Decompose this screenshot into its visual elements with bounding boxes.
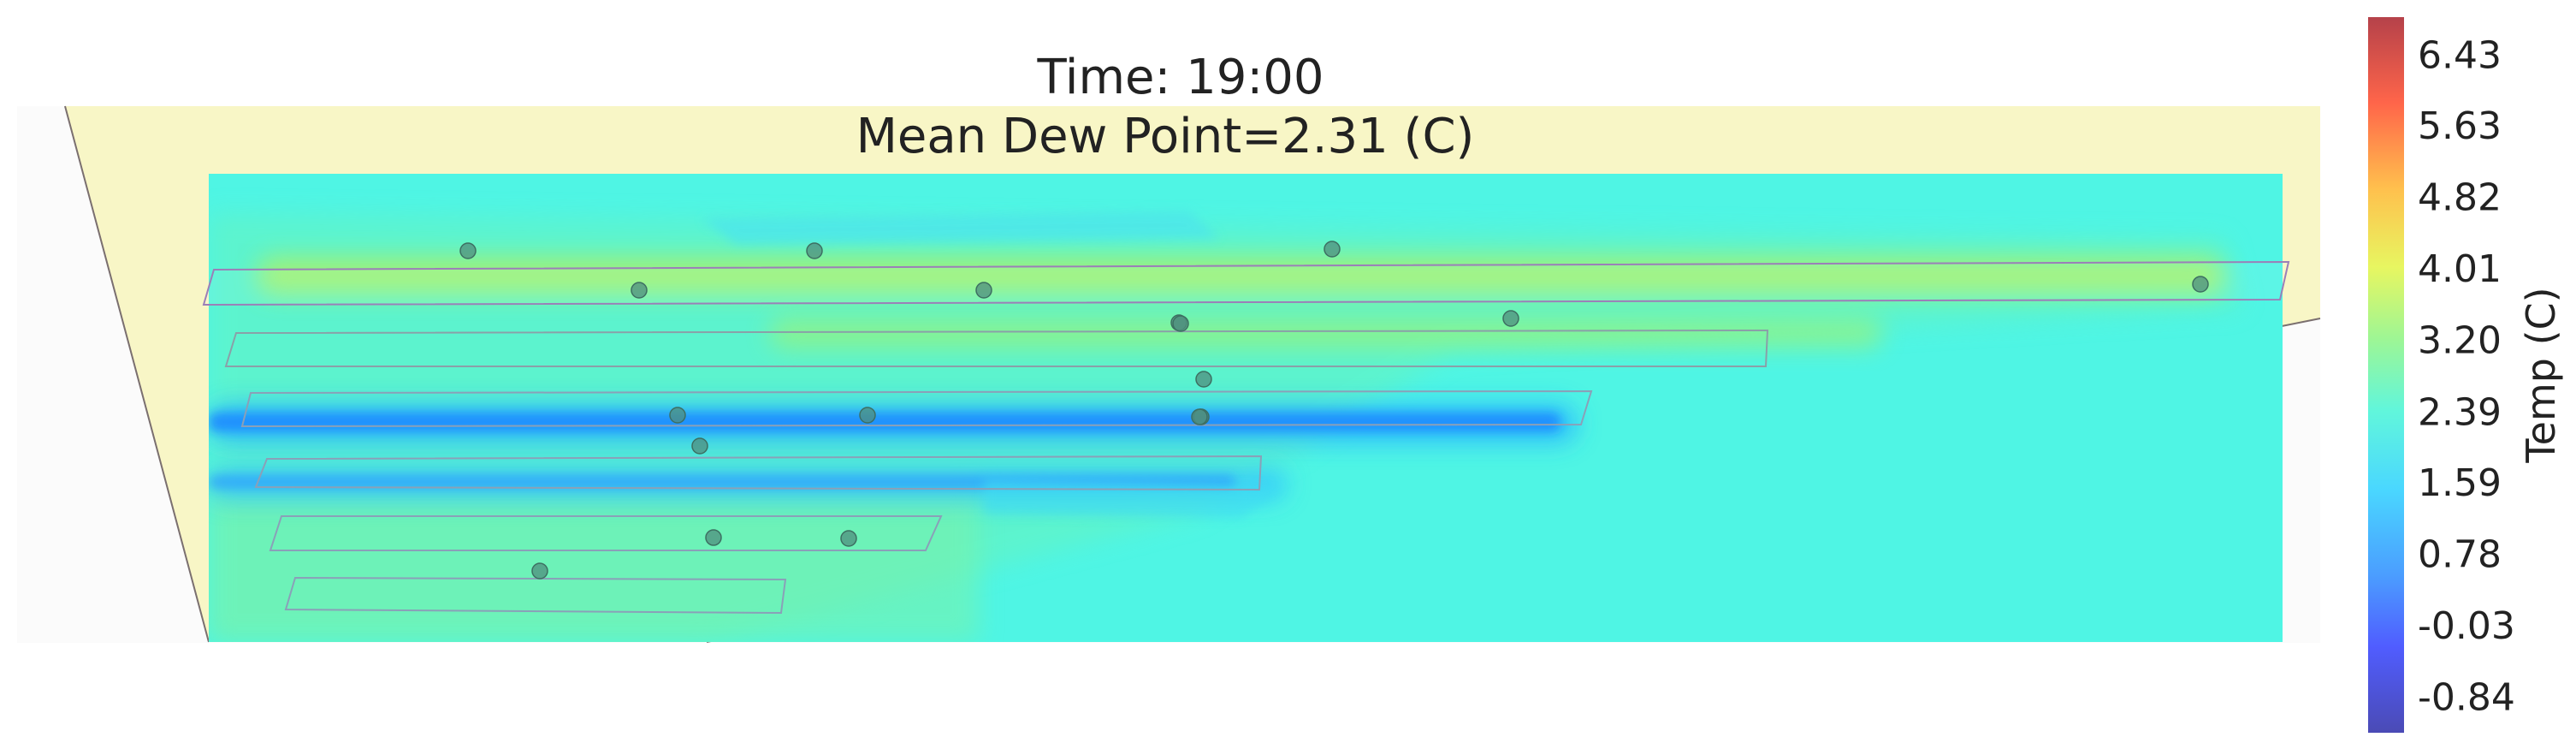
sensor-marker	[691, 437, 708, 455]
sensor-marker	[1191, 408, 1208, 425]
colorbar: 6.43 5.63 4.82 4.01 3.20 2.39 1.59 0.78 -0.03 -0.…	[2368, 17, 2564, 733]
sensor-marker	[1195, 371, 1212, 388]
colorbar-tick-label: 6.43	[2418, 33, 2502, 77]
colorbar-gradient	[2368, 17, 2404, 733]
sensor-marker	[806, 242, 823, 259]
outline-left-edge	[64, 105, 210, 643]
sensor-marker	[669, 407, 686, 424]
greenhouse-rows	[202, 260, 2290, 615]
sensor-markers	[459, 241, 2209, 580]
sensor-marker	[1172, 315, 1189, 332]
chart-title: Time: 19:00	[1036, 50, 1324, 105]
sensor-marker	[1502, 310, 1519, 327]
colorbar-ticks: 6.43 5.63 4.82 4.01 3.20 2.39 1.59 0.78 -0.03 -0.…	[2418, 33, 2515, 719]
colorbar-tick-label: 2.39	[2418, 390, 2502, 434]
colorbar-tick-label: 0.78	[2418, 532, 2502, 576]
sensor-marker	[531, 562, 548, 580]
row-6	[284, 576, 787, 615]
sensor-marker	[459, 242, 477, 259]
colorbar-tick-label: 3.20	[2418, 319, 2502, 363]
sensor-marker	[1324, 241, 1341, 258]
colorbar-tick-label: 4.01	[2418, 247, 2502, 291]
row-1	[202, 260, 2290, 306]
sensor-marker	[840, 530, 857, 547]
row-3	[240, 389, 1593, 428]
colorbar-tick-label: 1.59	[2418, 461, 2502, 505]
chart-subtitle: Mean Dew Point=2.31 (C)	[856, 109, 1475, 164]
colorbar-tick-label: 5.63	[2418, 104, 2502, 148]
heatmap-field	[209, 174, 2283, 642]
sensor-marker	[631, 282, 648, 299]
colorbar-label: Temp (C)	[2518, 287, 2564, 463]
sensor-marker	[2192, 276, 2209, 293]
sensor-marker	[975, 282, 992, 299]
sensor-marker	[859, 407, 876, 424]
colorbar-tick-label: -0.03	[2418, 604, 2515, 648]
row-2	[224, 329, 1769, 367]
row-4	[254, 455, 1263, 491]
colorbar-tick-label: -0.84	[2418, 676, 2515, 720]
colorbar-tick-label: 4.82	[2418, 176, 2502, 220]
sensor-marker	[705, 529, 722, 546]
row-5	[269, 515, 943, 551]
